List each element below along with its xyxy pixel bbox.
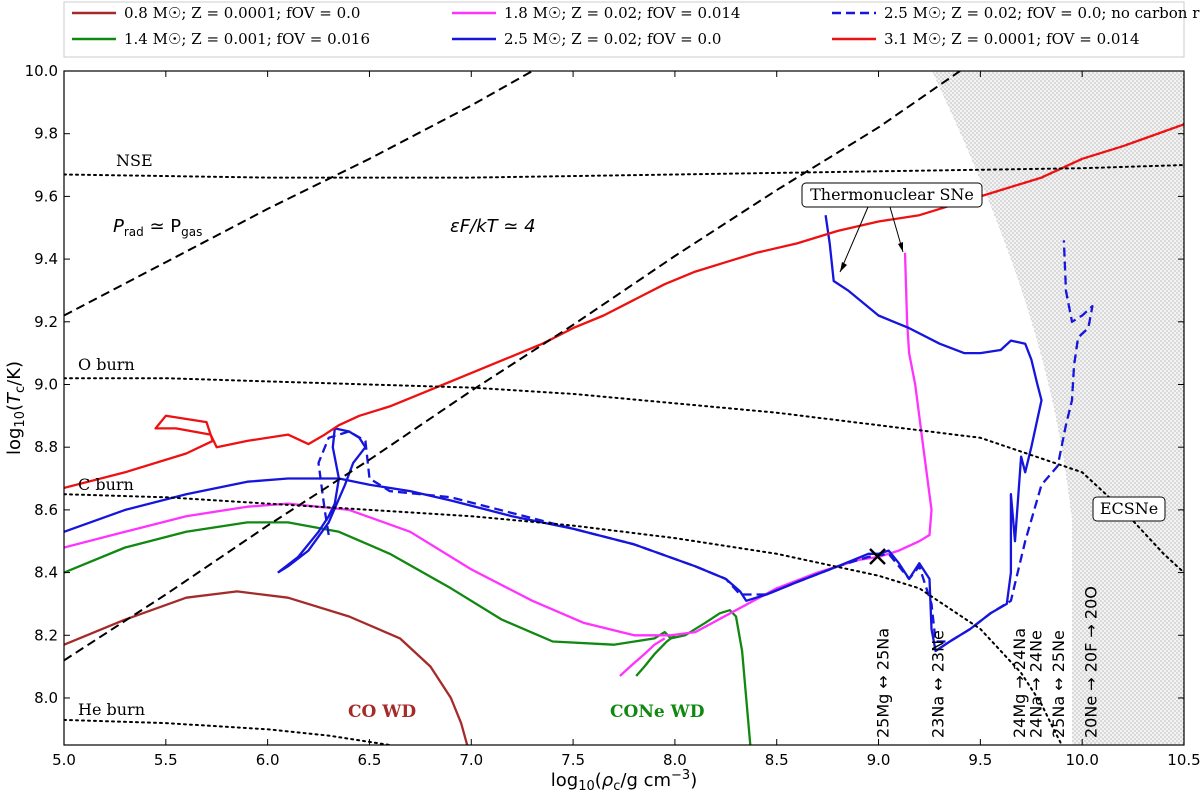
nse-label: NSE: [116, 151, 153, 170]
tick-layer: 5.0 5.5 6.0 6.5 7.0 7.5 8.0 8.5 9.0 9.5 10.0 10.5 8.…: [25, 62, 1200, 769]
shaded-regions: [932, 71, 1184, 745]
y-tick-label: 9.2: [34, 313, 58, 331]
reaction-label: 23Na ↔ 23Ne: [929, 630, 948, 738]
reaction-label: 25Na ↔ 25Ne: [1049, 630, 1068, 738]
x-tick-label: 6.5: [358, 751, 382, 769]
reaction-label: 20Ne → 20F → 20O: [1081, 586, 1100, 738]
y-tick-label: 8.2: [34, 626, 58, 644]
x-tick-label: 7.5: [561, 751, 585, 769]
y-tick-label: 9.6: [34, 187, 58, 205]
series-line-s31: [64, 123, 1184, 490]
transition-marker: [869, 548, 886, 565]
x-tick-label: 10.5: [1167, 751, 1200, 769]
legend-label-s25: 2.5 M☉; Z = 0.02; fOV = 0.0: [504, 30, 721, 48]
y-tick-label: 8.0: [34, 689, 58, 707]
series-line-cburn: [64, 493, 1063, 745]
oburn-label: O burn: [78, 355, 135, 374]
y-tick-label: 8.8: [34, 438, 58, 456]
ecsne-callout: ECSNe: [1092, 496, 1166, 522]
series-layer: [64, 71, 1184, 745]
legend-label-s18: 1.8 M☉; Z = 0.02; fOV = 0.014: [504, 4, 740, 22]
series-line-s14b: [635, 634, 676, 677]
y-tick-label: 9.0: [34, 375, 58, 393]
x-tick-label: 5.5: [154, 751, 178, 769]
x-tick-label: 5.0: [52, 751, 76, 769]
legend-label-s14: 1.4 M☉; Z = 0.001; fOV = 0.016: [124, 30, 370, 48]
legend-label-s31: 3.1 M☉; Z = 0.0001; fOV = 0.014: [884, 30, 1140, 48]
series-line-prad: [64, 71, 533, 317]
series-line-s18b: [619, 637, 666, 677]
reaction-label: 25Mg ↔ 25Na: [874, 628, 893, 738]
x-axis-label: log10(ρc/g cm−3): [551, 768, 697, 794]
series-line-heburn: [64, 718, 391, 745]
y-axis-label: log10(Tc/K): [4, 361, 28, 455]
thermonuclear-callout: Thermonuclear SNe: [801, 182, 983, 273]
series-line-s18: [64, 252, 933, 637]
thermonuclear-label: Thermonuclear SNe: [810, 185, 974, 204]
series-line-s25nc: [317, 240, 1094, 643]
reaction-label: 24Mg → 24Na: [1010, 628, 1029, 738]
cburn-label: C burn: [78, 475, 134, 494]
series-line-s14: [64, 521, 752, 745]
co-wd-label: CO WD: [348, 702, 416, 722]
y-tick-label: 9.4: [34, 250, 58, 268]
series-line-nse: [64, 164, 1184, 179]
x-tick-label: 8.0: [663, 751, 687, 769]
series-line-degen: [64, 71, 961, 662]
series-line-oburn: [64, 377, 1184, 574]
degeneracy-label: εF/kT ≃ 4: [450, 216, 536, 237]
heburn-label: He burn: [78, 700, 145, 719]
x-tick-label: 9.0: [867, 751, 891, 769]
legend-label-s08: 0.8 M☉; Z = 0.0001; fOV = 0.0: [124, 4, 360, 22]
x-tick-label: 9.5: [968, 751, 992, 769]
series-line-s25l: [277, 427, 367, 574]
series-line-s08: [64, 590, 469, 745]
cone-wd-label: CONe WD: [610, 702, 705, 722]
y-tick-label: 8.6: [34, 501, 58, 519]
prad-label: Prad ≃ Pgas: [113, 216, 202, 239]
x-tick-label: 8.5: [765, 751, 789, 769]
y-tick-label: 10.0: [25, 62, 58, 80]
series-line-s25: [64, 215, 1043, 653]
x-tick-label: 6.0: [256, 751, 280, 769]
plot-frame: [63, 70, 1185, 746]
ecsne-label: ECSNe: [1100, 499, 1158, 518]
reaction-label: 24Na → 24Ne: [1027, 630, 1046, 738]
y-tick-label: 8.4: [34, 564, 58, 582]
legend: 0.8 M☉; Z = 0.0001; fOV = 0.0 1.4 M☉; Z =…: [63, 1, 1200, 58]
x-tick-label: 7.0: [459, 751, 483, 769]
ecsne-shaded-region: [1072, 71, 1184, 745]
y-tick-label: 9.8: [34, 125, 58, 143]
legend-label-s25nc: 2.5 M☉; Z = 0.02; fOV = 0.0; no carbon r…: [884, 4, 1200, 22]
legend-frame: [63, 1, 1185, 58]
x-tick-label: 10.0: [1065, 751, 1098, 769]
